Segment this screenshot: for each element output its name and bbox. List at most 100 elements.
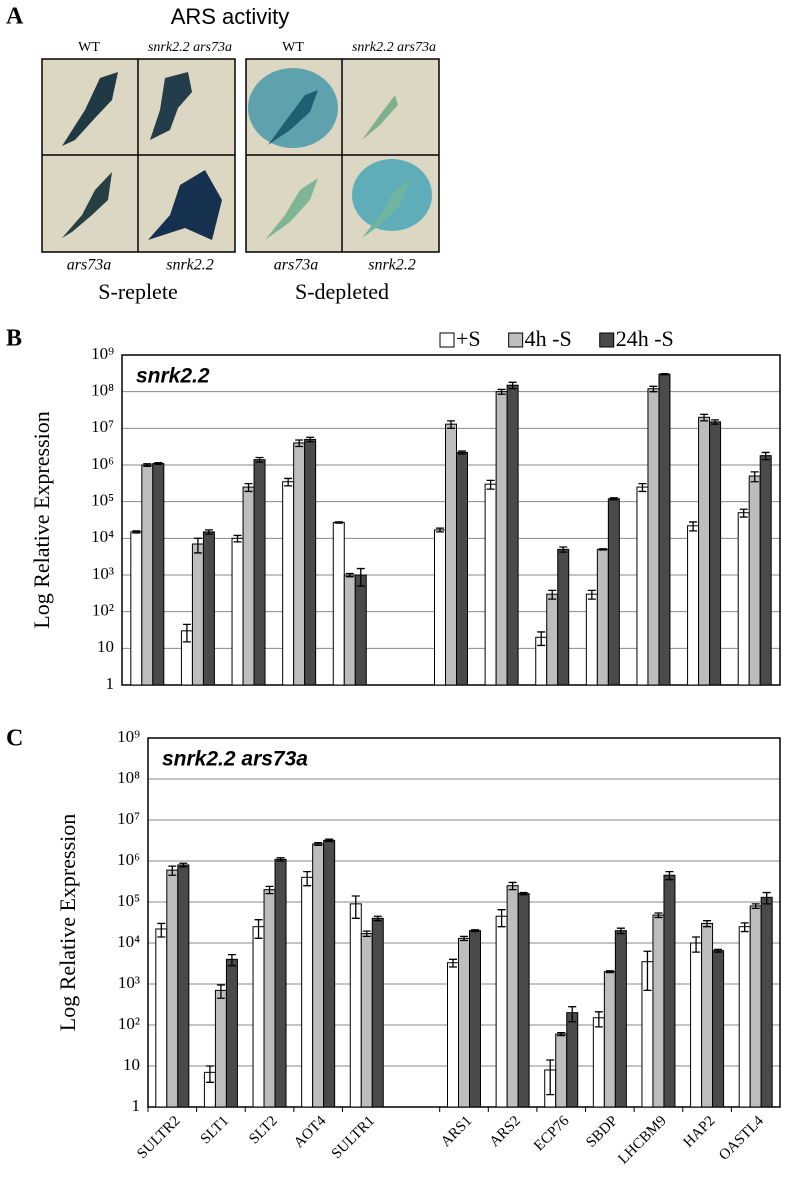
error-bar xyxy=(559,546,568,553)
seedling xyxy=(62,72,118,146)
x-tick-label: LHCBM9 xyxy=(615,1113,669,1167)
y-tick-label: 10⁷ xyxy=(117,809,140,828)
x-tick-label: SBDP xyxy=(583,1113,621,1151)
bar xyxy=(712,950,725,1108)
bar xyxy=(647,388,660,686)
error-bar xyxy=(303,870,312,887)
error-bar xyxy=(143,463,152,467)
x-tick-label: SULTR1 xyxy=(329,1113,378,1162)
error-bar xyxy=(284,477,293,487)
bar xyxy=(360,933,373,1108)
bar xyxy=(177,864,190,1108)
error-bar xyxy=(751,903,760,910)
x-tick-label: SLT2 xyxy=(246,1113,281,1148)
error-bar xyxy=(568,1006,577,1023)
bar xyxy=(585,593,598,686)
bar xyxy=(484,483,497,686)
chart-title: snrk2.2 ars73a xyxy=(162,748,308,771)
error-bar xyxy=(654,912,663,919)
bar xyxy=(447,962,459,1108)
error-bar xyxy=(643,950,652,992)
seedling xyxy=(148,170,222,240)
bar xyxy=(687,525,700,686)
bar xyxy=(652,914,665,1108)
bar xyxy=(759,455,772,686)
y-axis-title: Log Relative Expression xyxy=(29,411,54,629)
x-tick-label: HAP2 xyxy=(680,1113,718,1151)
error-bar xyxy=(703,920,712,928)
bar xyxy=(469,930,481,1108)
y-axis-title: Log Relative Expression xyxy=(55,814,80,1032)
seedling xyxy=(150,72,192,140)
error-bar xyxy=(449,958,457,968)
panel-label: C xyxy=(6,726,23,752)
error-bar xyxy=(447,420,455,429)
bar xyxy=(636,486,649,686)
error-bar xyxy=(157,922,166,938)
bar xyxy=(293,442,306,686)
genotype-label: WT xyxy=(282,40,304,55)
y-tick-label: 10⁴ xyxy=(91,527,114,546)
y-tick-label: 10⁹ xyxy=(91,344,114,363)
legend-swatch xyxy=(439,332,455,348)
error-bar xyxy=(598,548,607,551)
photo-grid xyxy=(41,58,440,253)
bar xyxy=(458,937,470,1108)
bar xyxy=(252,926,265,1108)
bar xyxy=(709,421,722,686)
error-bar xyxy=(179,862,188,868)
error-bar xyxy=(244,483,253,493)
error-bar xyxy=(762,891,771,905)
error-bar xyxy=(255,456,264,463)
bar xyxy=(371,917,384,1108)
error-bar xyxy=(193,537,202,554)
error-bar xyxy=(714,948,723,953)
error-bar xyxy=(508,381,517,390)
error-bar xyxy=(306,436,315,443)
seedling xyxy=(362,180,410,238)
error-bar xyxy=(587,589,596,600)
seedling xyxy=(268,90,318,145)
genotype-label: snrk2.2 ars73a xyxy=(148,40,232,55)
bar xyxy=(354,574,367,686)
error-bar xyxy=(168,865,177,876)
error-bar xyxy=(182,623,191,643)
y-tick-label: 10⁶ xyxy=(117,850,140,869)
bar xyxy=(607,498,620,686)
error-bar xyxy=(557,1032,566,1037)
error-bar xyxy=(227,953,236,967)
x-tick-label: SULTR2 xyxy=(134,1113,183,1162)
error-bar xyxy=(594,1011,603,1028)
bar xyxy=(698,416,711,686)
error-bar xyxy=(739,508,748,518)
legend-label: +S xyxy=(456,326,481,351)
error-bar xyxy=(660,373,669,376)
y-tick-label: 1 xyxy=(132,1096,141,1115)
error-bar xyxy=(436,527,444,533)
error-bar xyxy=(334,521,343,524)
condition-label: S-replete xyxy=(98,279,177,304)
error-bar xyxy=(548,589,557,600)
error-bar xyxy=(711,419,720,425)
legend-label: 24h -S xyxy=(616,326,674,351)
panel-title: ARS activity xyxy=(171,4,290,29)
bar xyxy=(274,858,287,1108)
error-bar xyxy=(295,439,304,448)
genotype-label: ars73a xyxy=(67,257,111,274)
error-bar xyxy=(471,929,479,933)
x-tick-label: AOT4 xyxy=(291,1113,330,1152)
y-tick-label: 10⁸ xyxy=(91,381,114,400)
error-bar xyxy=(519,891,528,896)
seedling xyxy=(62,172,112,238)
bar xyxy=(304,438,317,686)
genotype-label: WT xyxy=(78,40,100,55)
error-bar xyxy=(205,1065,214,1083)
bar xyxy=(152,462,165,686)
bar xyxy=(312,843,325,1108)
error-bar xyxy=(700,413,709,422)
genotype-label: snrk2.2 xyxy=(368,257,416,274)
bar xyxy=(323,839,336,1108)
stain xyxy=(248,68,338,148)
y-tick-label: 10⁵ xyxy=(117,891,140,910)
